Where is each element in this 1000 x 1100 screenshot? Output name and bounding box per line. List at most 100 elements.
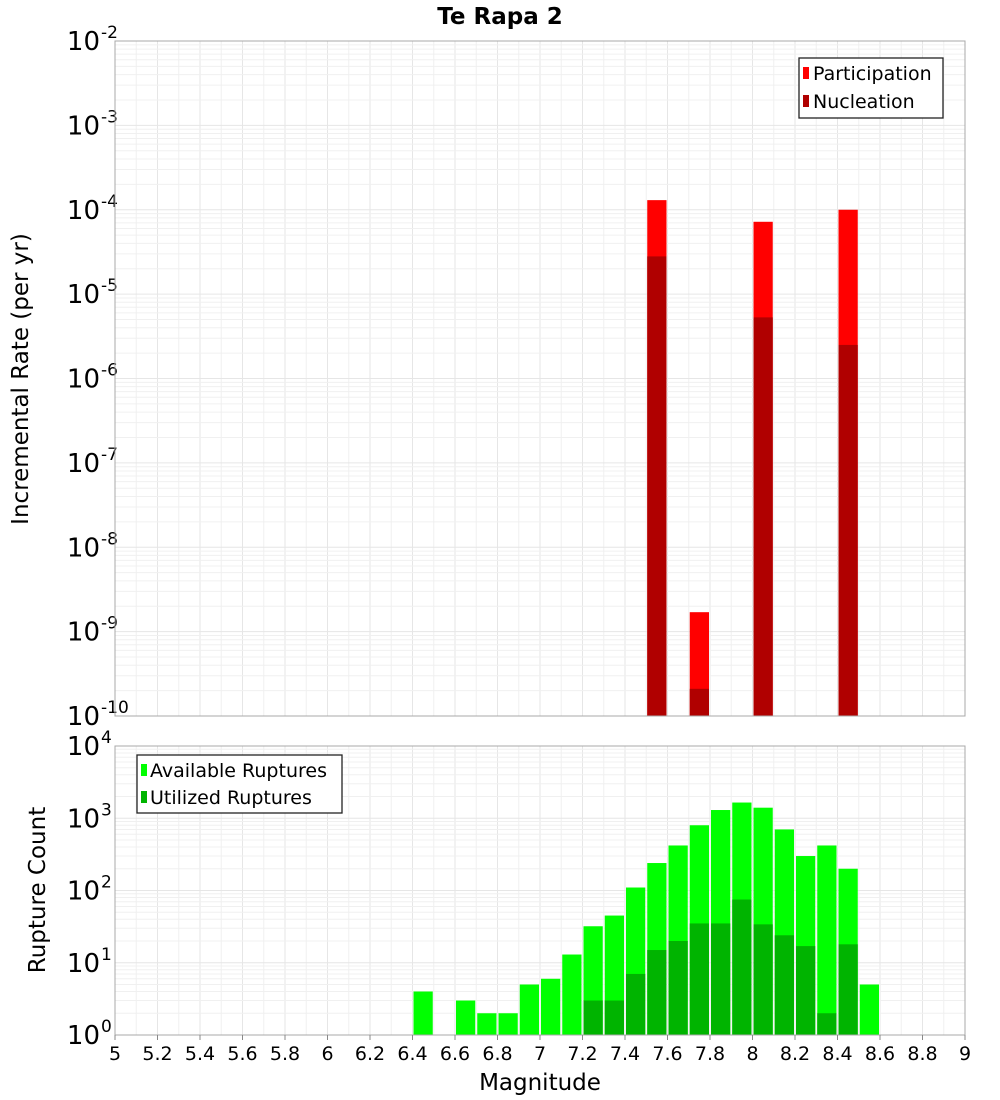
bottom-bar-utilized-ruptures <box>796 946 816 1035</box>
top-y-tick-exponent: -6 <box>101 361 118 381</box>
bottom-legend: Available Ruptures Utilized Ruptures <box>136 754 343 814</box>
bottom-y-tick-label: 10 <box>67 877 100 907</box>
x-axis-title: Magnitude <box>479 1070 601 1096</box>
bottom-y-tick-exponent: 0 <box>101 1017 112 1037</box>
bottom-bar-available-ruptures <box>498 1013 518 1035</box>
x-tick-label: 5.2 <box>142 1043 172 1065</box>
x-tick-label: 7.6 <box>652 1043 682 1065</box>
top-bars <box>647 200 858 716</box>
legend-swatch-available <box>141 764 147 776</box>
bottom-y-tick-exponent: 1 <box>101 945 112 965</box>
bottom-legend-box <box>136 754 343 814</box>
top-y-tick-label: 10 <box>67 27 100 57</box>
legend-label-participation: Participation <box>813 63 932 85</box>
top-y-tick-exponent: -8 <box>101 529 118 549</box>
x-tick-label: 6.2 <box>355 1043 385 1065</box>
top-y-tick-label: 10 <box>67 365 100 395</box>
bottom-bars <box>413 802 879 1035</box>
x-tick-label: 7.8 <box>695 1043 725 1065</box>
bottom-bar-utilized-ruptures <box>689 923 709 1035</box>
bottom-bar-utilized-ruptures <box>711 923 731 1035</box>
x-tick-label: 7.2 <box>567 1043 597 1065</box>
x-tick-label: 6.6 <box>440 1043 470 1065</box>
bottom-bar-utilized-ruptures <box>626 973 646 1035</box>
bottom-bar-utilized-ruptures <box>647 950 667 1035</box>
bottom-y-tick-label: 10 <box>67 1021 100 1051</box>
bottom-bar-available-ruptures <box>541 978 561 1035</box>
top-y-tick-exponent: -5 <box>101 276 118 296</box>
bottom-y-tick-label: 10 <box>67 949 100 979</box>
x-tick-label: 8.6 <box>865 1043 895 1065</box>
x-tick-label: 5 <box>109 1043 121 1065</box>
bottom-bar-utilized-ruptures <box>838 944 858 1035</box>
top-y-tick-exponent: -4 <box>101 192 118 212</box>
x-tick-label: 8.8 <box>907 1043 937 1065</box>
top-y-tick-exponent: -9 <box>101 614 118 634</box>
top-plot-border <box>114 40 966 717</box>
top-bar-nucleation <box>647 256 667 716</box>
legend-label-nucleation: Nucleation <box>813 91 915 113</box>
x-tick-label: 8.2 <box>780 1043 810 1065</box>
legend-swatch-participation <box>803 67 809 79</box>
x-axis-ticks: 5 5.2 5.4 5.6 5.8 6 6.2 6.4 6.6 6.8 7 7.2 7.4 7.6 7.8 8… <box>109 1035 971 1065</box>
x-tick-label: 8 <box>746 1043 758 1065</box>
top-bar-nucleation <box>689 688 709 716</box>
x-tick-label: 9 <box>959 1043 971 1065</box>
bottom-bar-available-ruptures <box>519 984 539 1035</box>
bottom-bar-utilized-ruptures <box>583 1000 603 1035</box>
top-bar-nucleation <box>753 317 773 716</box>
x-tick-label: 7.4 <box>610 1043 640 1065</box>
legend-label-utilized: Utilized Ruptures <box>150 787 312 809</box>
legend-label-available: Available Ruptures <box>150 760 327 782</box>
top-y-tick-exponent: -2 <box>101 23 118 43</box>
top-y-tick-label: 10 <box>67 449 100 479</box>
legend-swatch-utilized <box>141 791 147 803</box>
chart-title: Te Rapa 2 <box>437 4 562 30</box>
top-y-tick-label: 10 <box>67 533 100 563</box>
top-legend: Participation Nucleation <box>798 57 944 119</box>
bottom-bar-utilized-ruptures <box>604 1000 624 1035</box>
x-tick-label: 6 <box>321 1043 333 1065</box>
bottom-y-tick-label: 10 <box>67 804 100 834</box>
bottom-y-axis-title: Rupture Count <box>25 807 51 973</box>
bottom-bar-utilized-ruptures <box>668 941 688 1035</box>
x-tick-label: 5.4 <box>185 1043 215 1065</box>
top-y-tick-exponent: -3 <box>101 107 118 127</box>
legend-swatch-nucleation <box>803 95 809 107</box>
bottom-bar-utilized-ruptures <box>753 924 773 1035</box>
top-bar-nucleation <box>838 344 858 716</box>
bottom-bar-available-ruptures <box>817 845 837 1035</box>
bottom-bar-available-ruptures <box>456 1000 476 1035</box>
bottom-bar-available-ruptures <box>562 954 582 1035</box>
x-tick-label: 5.6 <box>227 1043 257 1065</box>
x-tick-label: 5.8 <box>270 1043 300 1065</box>
bottom-bar-available-ruptures <box>413 991 433 1035</box>
top-y-tick-label: 10 <box>67 702 100 732</box>
top-y-tick-exponent: -7 <box>101 445 118 465</box>
bottom-bar-utilized-ruptures <box>732 899 752 1035</box>
bottom-y-tick-exponent: 2 <box>101 873 112 893</box>
bottom-bar-utilized-ruptures <box>817 1013 837 1035</box>
bottom-y-tick-exponent: 4 <box>101 728 112 748</box>
top-y-tick-label: 10 <box>67 618 100 648</box>
x-tick-label: 8.4 <box>822 1043 852 1065</box>
bottom-y-tick-exponent: 3 <box>101 800 112 820</box>
top-y-axis-title: Incremental Rate (per yr) <box>8 233 34 525</box>
top-y-tick-label: 10 <box>67 196 100 226</box>
top-grid <box>114 41 966 717</box>
bottom-bar-available-ruptures <box>859 984 879 1035</box>
bottom-bar-available-ruptures <box>477 1013 497 1035</box>
x-tick-label: 7 <box>534 1043 546 1065</box>
bottom-y-tick-label: 10 <box>67 732 100 762</box>
bottom-bar-utilized-ruptures <box>774 935 794 1035</box>
top-y-tick-label: 10 <box>67 280 100 310</box>
top-y-tick-label: 10 <box>67 111 100 141</box>
top-legend-box <box>798 57 944 119</box>
x-tick-label: 6.4 <box>397 1043 427 1065</box>
x-tick-label: 6.8 <box>482 1043 512 1065</box>
